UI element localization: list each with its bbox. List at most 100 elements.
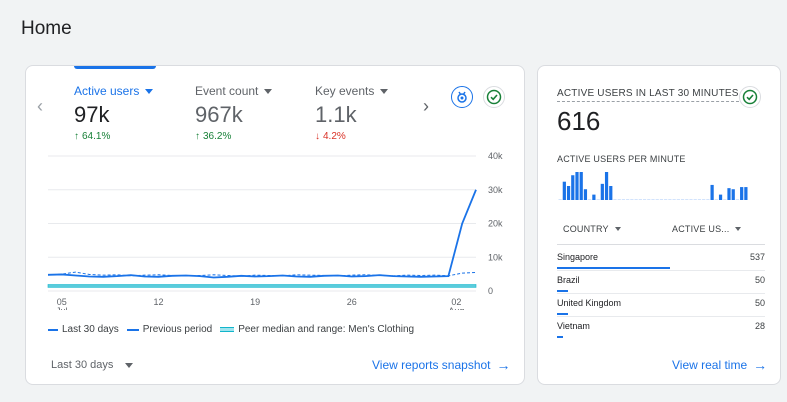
y-tick-label: 0 <box>488 286 493 296</box>
users-cell: 50 <box>754 275 765 285</box>
insights-button[interactable] <box>451 86 473 108</box>
arrow-right-icon: → <box>753 357 768 373</box>
country-cell: United Kingdom <box>557 298 622 308</box>
per-minute-bar <box>651 199 655 200</box>
per-minute-bar <box>583 189 588 200</box>
realtime-card: ACTIVE USERS IN LAST 30 MINUTES 616 ACTI… <box>537 65 781 385</box>
realtime-title[interactable]: ACTIVE USERS IN LAST 30 MINUTES <box>557 88 739 102</box>
chevron-left-icon[interactable]: ‹ <box>37 96 43 116</box>
per-minute-bar <box>571 175 575 200</box>
metric-change: ↑ 36.2% <box>195 131 315 142</box>
per-minute-bar <box>685 199 689 200</box>
per-minute-bar <box>647 199 651 200</box>
chevron-right-icon[interactable]: › <box>423 96 429 116</box>
legend-swatch-band <box>220 327 235 332</box>
users-cell: 50 <box>754 298 765 308</box>
legend-item-previous-period: Previous period <box>126 324 213 335</box>
date-range-dropdown[interactable]: Last 30 days <box>51 359 134 371</box>
caret-down-icon <box>125 362 134 368</box>
column-header-label: ACTIVE US... <box>672 224 730 234</box>
country-cell: Singapore <box>557 252 599 262</box>
y-tick-label: 10k <box>488 252 503 262</box>
per-minute-bar <box>714 199 718 200</box>
per-minute-bar <box>579 172 583 200</box>
arrow-up-icon: ↑ <box>195 131 200 142</box>
legend-label: Peer median and range: Men's Clothing <box>238 324 415 335</box>
date-range-label: Last 30 days <box>51 359 114 371</box>
country-column-header[interactable]: COUNTRY <box>563 224 621 234</box>
metric-event-count[interactable]: Event count 967k ↑ 36.2% <box>195 84 315 142</box>
per-minute-bar <box>655 199 659 200</box>
arrow-down-icon: ↓ <box>315 131 320 142</box>
data-quality-button[interactable] <box>739 86 761 108</box>
per-minute-bar-chart <box>558 172 748 200</box>
metric-event-count-header[interactable]: Event count <box>195 84 315 98</box>
insights-icon <box>457 91 467 103</box>
per-minute-bar <box>613 199 617 200</box>
series-last-30-days <box>47 189 477 279</box>
table-row[interactable]: United Kingdom 50 <box>557 295 765 317</box>
data-quality-button[interactable] <box>483 86 505 108</box>
metric-change: ↑ 64.1% <box>74 131 194 142</box>
per-minute-bar <box>697 199 702 200</box>
metric-change-value: 64.1% <box>82 131 111 142</box>
per-minute-bar <box>592 194 596 200</box>
y-tick-label: 40k <box>488 151 503 161</box>
per-minute-bar <box>626 199 630 200</box>
arrow-up-icon: ↑ <box>74 131 79 142</box>
page-title: Home <box>21 18 72 39</box>
per-minute-bar <box>659 199 664 200</box>
country-cell: Brazil <box>557 275 580 285</box>
per-minute-bar <box>596 199 600 200</box>
per-minute-bar <box>706 199 710 200</box>
row-divider <box>557 270 765 271</box>
metric-change-value: 36.2% <box>203 131 232 142</box>
per-minute-bar <box>740 187 744 200</box>
table-row[interactable]: Vietnam 28 <box>557 318 765 340</box>
per-minute-bar <box>634 199 638 200</box>
active-users-column-header[interactable]: ACTIVE US... <box>672 224 742 234</box>
per-minute-bar <box>566 186 571 200</box>
caret-down-icon <box>145 88 154 94</box>
metric-key-events-header[interactable]: Key events <box>315 84 435 98</box>
check-circle-icon <box>742 89 758 105</box>
caret-down-icon <box>735 227 742 231</box>
caret-down-icon <box>264 88 273 94</box>
row-divider <box>557 293 765 294</box>
share-bar <box>557 313 568 315</box>
per-minute-bar <box>723 199 727 200</box>
metric-value: 967k <box>195 102 243 127</box>
series-previous-period <box>47 271 477 277</box>
users-cell: 537 <box>749 252 765 262</box>
per-minute-bar <box>727 188 731 200</box>
per-minute-label: ACTIVE USERS PER MINUTE <box>557 154 686 164</box>
per-minute-bar <box>630 199 634 200</box>
link-label: View reports snapshot <box>372 358 491 372</box>
table-row[interactable]: Singapore 537 <box>557 249 765 271</box>
metric-label: Active users <box>74 84 140 98</box>
per-minute-bar <box>718 194 723 200</box>
table-row[interactable]: Brazil 50 <box>557 272 765 294</box>
view-reports-snapshot-link[interactable]: View reports snapshot → <box>372 358 511 372</box>
x-tick-label: 02 <box>451 297 461 307</box>
share-bar <box>557 290 568 292</box>
per-minute-bar <box>604 172 609 200</box>
legend-label: Previous period <box>142 324 213 335</box>
per-minute-bar <box>672 199 676 200</box>
x-tick-sublabel: Aug <box>448 306 464 310</box>
per-minute-bar <box>735 199 740 200</box>
metric-key-events[interactable]: Key events 1.1k ↓ 4.2% <box>315 84 435 142</box>
per-minute-bar <box>731 189 735 200</box>
caret-down-icon <box>614 227 621 231</box>
per-minute-bar <box>609 186 613 200</box>
row-divider <box>557 316 765 317</box>
per-minute-bar <box>668 199 672 200</box>
metric-active-users[interactable]: Active users 97k ↑ 64.1% <box>74 84 194 142</box>
per-minute-bar <box>642 199 647 200</box>
per-minute-bar <box>588 199 592 200</box>
metric-active-users-header[interactable]: Active users <box>74 84 194 98</box>
share-bar <box>557 267 670 269</box>
per-minute-bar <box>680 199 685 200</box>
metric-change-value: 4.2% <box>323 131 346 142</box>
view-real-time-link[interactable]: View real time → <box>672 358 767 372</box>
